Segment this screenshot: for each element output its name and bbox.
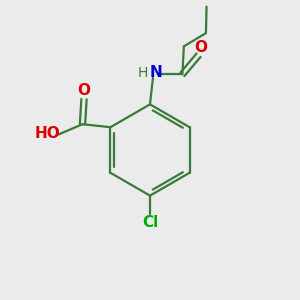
- Text: O: O: [77, 83, 91, 98]
- Text: H: H: [137, 66, 148, 80]
- Text: Cl: Cl: [142, 214, 158, 230]
- Text: HO: HO: [34, 127, 60, 142]
- Text: N: N: [150, 65, 163, 80]
- Text: O: O: [194, 40, 207, 55]
